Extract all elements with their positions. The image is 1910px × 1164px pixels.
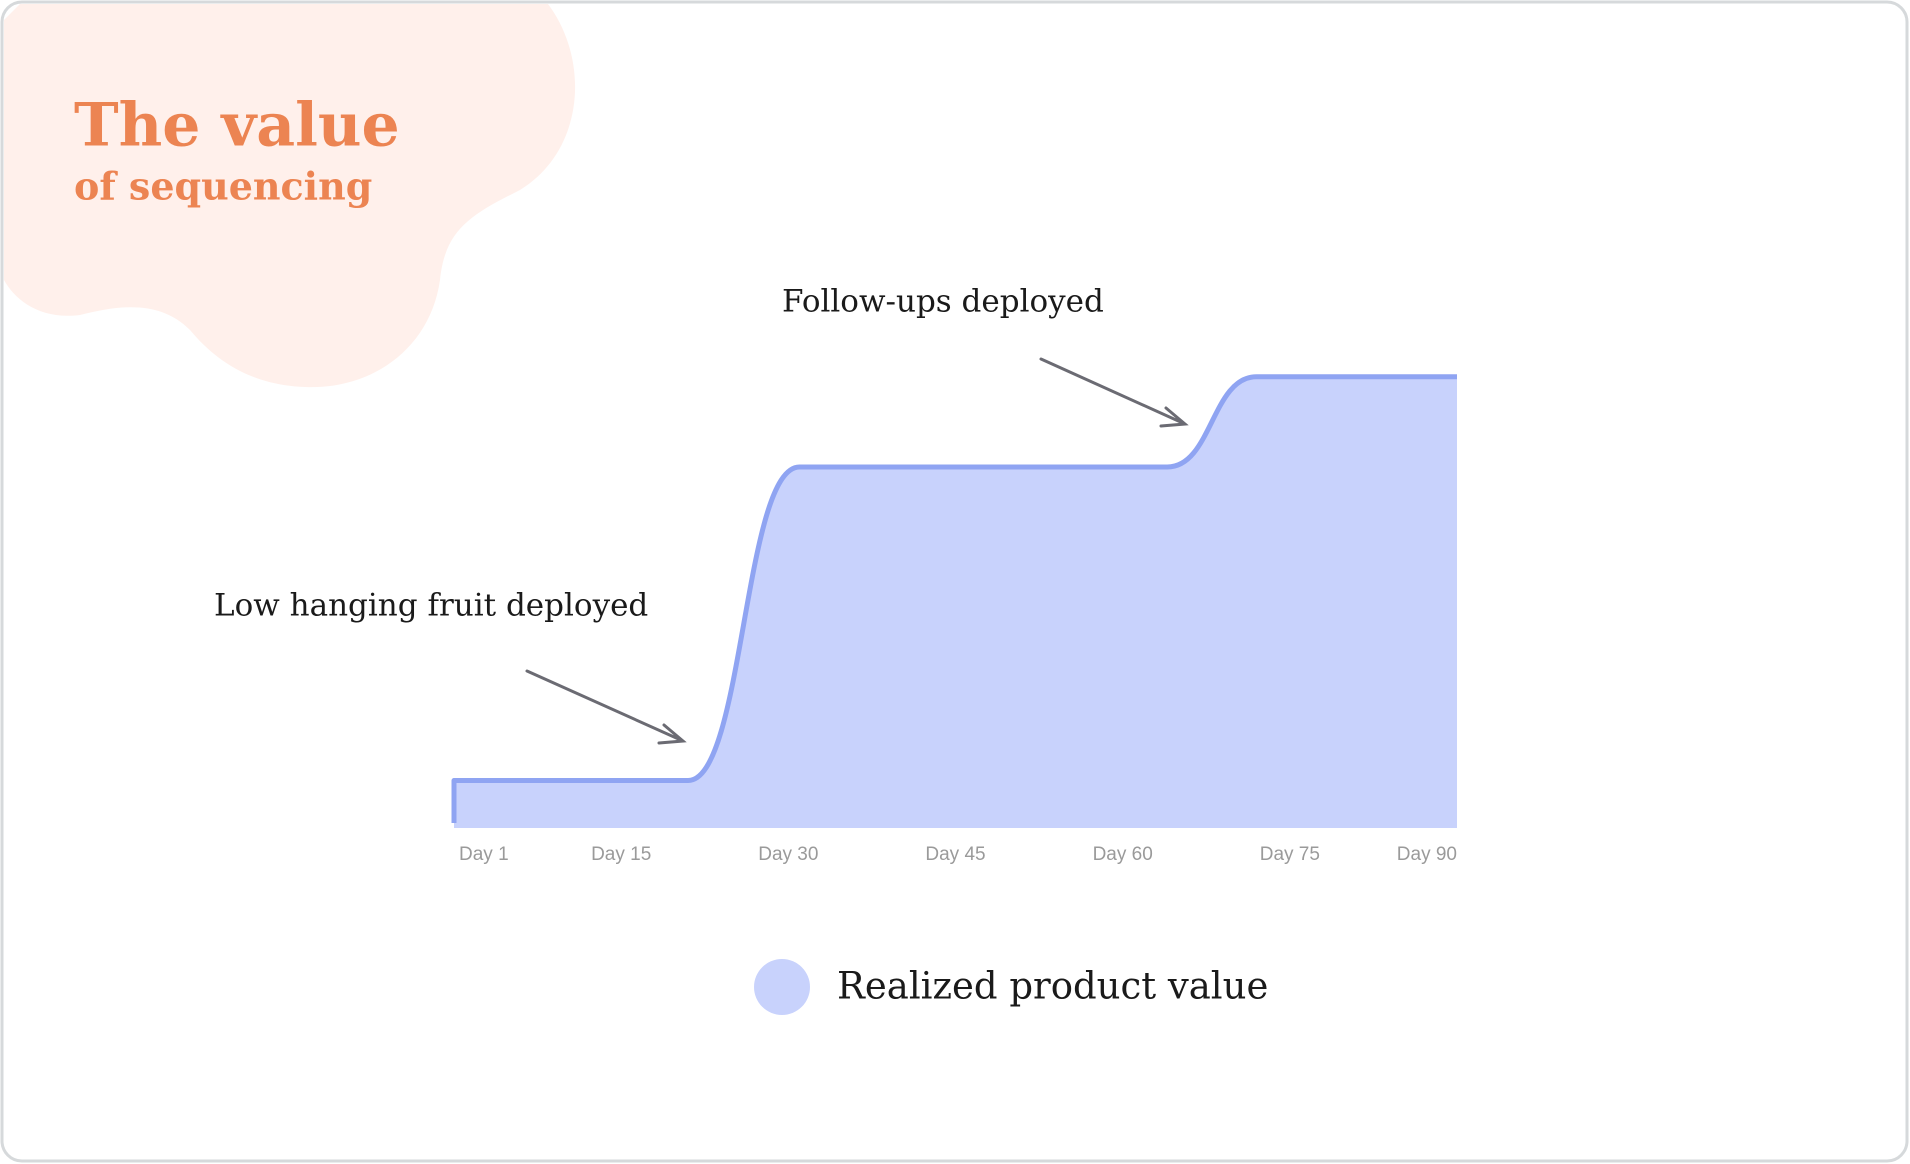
x-tick-label: Day 60 xyxy=(1093,844,1153,865)
x-tick-label: Day 15 xyxy=(591,844,651,865)
decorative-blob xyxy=(4,4,576,388)
x-tick-label: Day 45 xyxy=(925,844,985,865)
legend-label: Realized product value xyxy=(837,965,1268,1008)
chart-subtitle: of sequencing xyxy=(74,164,372,209)
x-tick-label: Day 75 xyxy=(1260,844,1320,865)
legend-marker xyxy=(754,959,810,1015)
annotation: Low hanging fruit deployed xyxy=(214,588,648,624)
line xyxy=(451,374,1457,823)
x-tick-label: Day 90 xyxy=(1397,844,1457,865)
arrows xyxy=(525,357,1189,745)
area xyxy=(454,376,1457,828)
chart-title: The value xyxy=(74,91,400,161)
arrow xyxy=(1039,357,1189,428)
arrow xyxy=(525,669,687,745)
x-tick-label: Day 1 xyxy=(459,844,509,865)
annotation: Follow-ups deployed xyxy=(782,284,1104,320)
x-tick-label: Day 30 xyxy=(758,844,818,865)
